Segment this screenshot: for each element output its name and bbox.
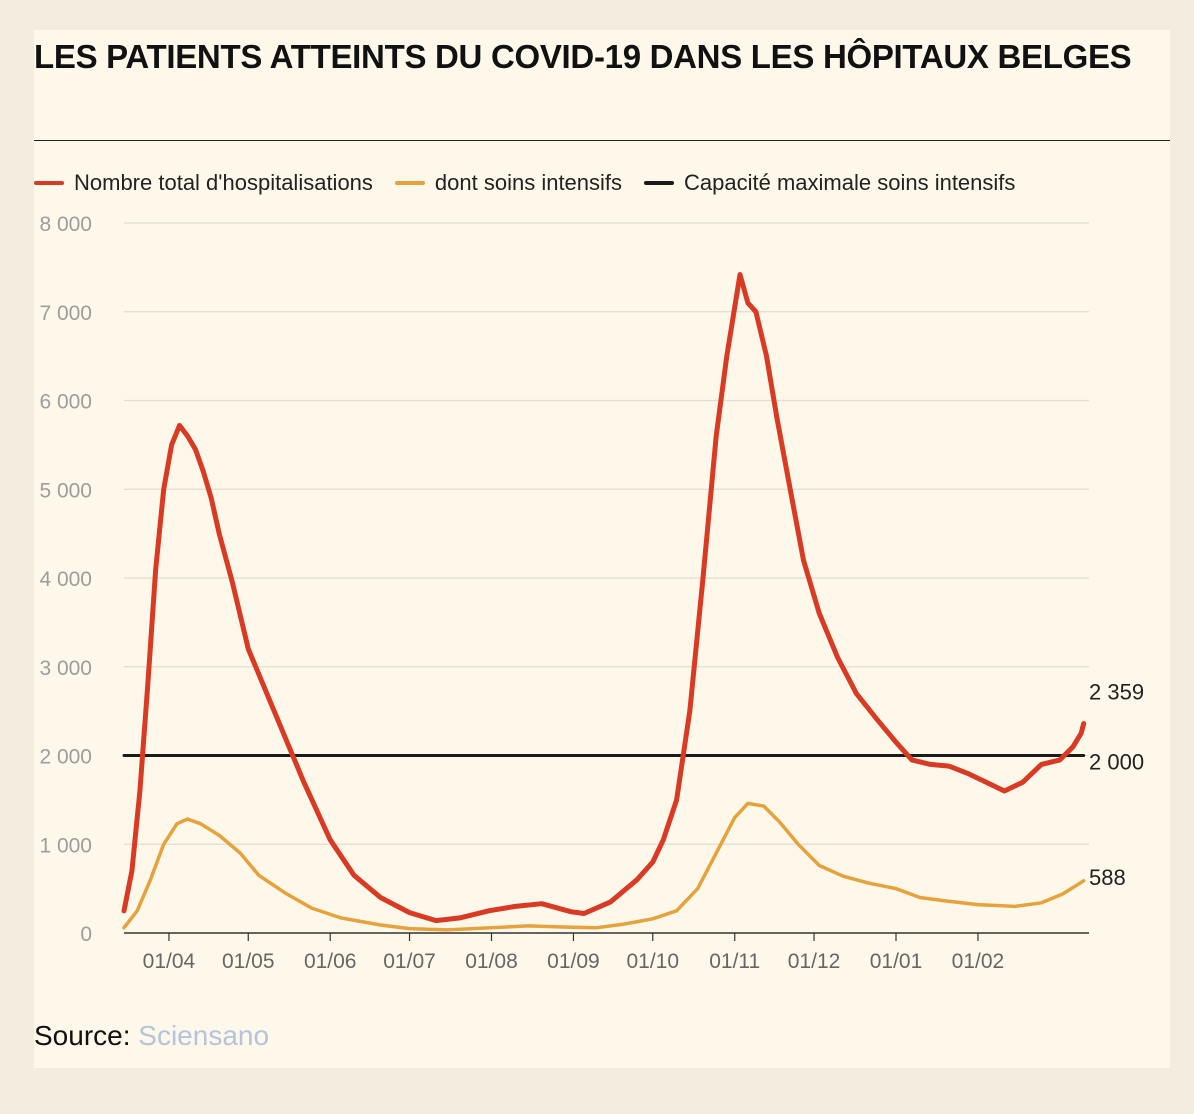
legend: Nombre total d'hospitalisations dont soi… [34, 168, 1015, 198]
source-label: Source: [34, 1020, 131, 1051]
legend-label-capacity: Capacité maximale soins intensifs [684, 170, 1016, 195]
legend-label-icu: dont soins intensifs [434, 170, 623, 195]
x-tick-label: 01/06 [304, 950, 357, 973]
y-tick-label: 5 000 [39, 479, 92, 502]
legend-item-icu: dont soins intensifs [394, 170, 623, 196]
x-tick-label: 01/08 [465, 950, 518, 973]
end-label-capacite: 2 000 [1089, 750, 1144, 775]
x-tick-label: 01/11 [709, 950, 760, 973]
source-link[interactable]: Sciensano [138, 1020, 270, 1051]
x-axis-ticks: 01/04 01/05 01/06 01/07 01/08 01/09 01/10 01/11… [143, 933, 1005, 973]
line-chart: 0 1 000 2 000 3 000 4 000 5 000 6 000 7 000 8 00… [39, 213, 1144, 973]
source-line: Source: Sciensano [34, 1020, 269, 1052]
y-tick-label: 3 000 [39, 657, 92, 680]
x-tick-label: 01/10 [626, 950, 679, 973]
series-soins-intensifs-line [122, 801, 1086, 932]
end-label-soins-intensifs: 588 [1089, 865, 1126, 890]
chart-title: LES PATIENTS ATTEINTS DU COVID-19 DANS L… [34, 38, 1132, 75]
legend-item-capacity: Capacité maximale soins intensifs [644, 170, 1015, 196]
x-tick-label: 01/04 [143, 950, 196, 973]
x-tick-label: 01/12 [788, 950, 841, 973]
y-tick-label: 0 [80, 923, 92, 946]
y-tick-label: 6 000 [39, 391, 92, 414]
title-divider [34, 140, 1170, 141]
x-tick-label: 01/05 [222, 950, 275, 973]
x-tick-label: 01/02 [952, 950, 1005, 973]
y-axis-ticks: 0 1 000 2 000 3 000 4 000 5 000 6 000 7 000 8 00… [39, 213, 92, 946]
grid-lines [124, 222, 1089, 845]
end-label-hospitalisations: 2 359 [1089, 680, 1144, 705]
y-tick-label: 2 000 [39, 746, 92, 769]
legend-swatch-hospital [34, 181, 64, 185]
end-labels: 2 359 588 2 000 [1089, 680, 1144, 890]
series-hospitalisations-line [121, 272, 1087, 924]
legend-item-hospital: Nombre total d'hospitalisations [34, 170, 373, 196]
x-tick-label: 01/01 [870, 950, 923, 973]
y-tick-label: 1 000 [39, 834, 92, 857]
legend-swatch-capacity [644, 181, 675, 185]
x-tick-label: 01/07 [383, 950, 436, 973]
legend-swatch-icu [394, 181, 425, 185]
y-tick-label: 4 000 [39, 568, 92, 591]
y-tick-label: 7 000 [39, 302, 92, 325]
series-lines [121, 272, 1087, 932]
legend-label-hospital: Nombre total d'hospitalisations [74, 170, 373, 195]
y-tick-label: 8 000 [39, 213, 92, 236]
x-tick-label: 01/09 [547, 950, 600, 973]
chart-card: LES PATIENTS ATTEINTS DU COVID-19 DANS L… [34, 30, 1170, 1068]
